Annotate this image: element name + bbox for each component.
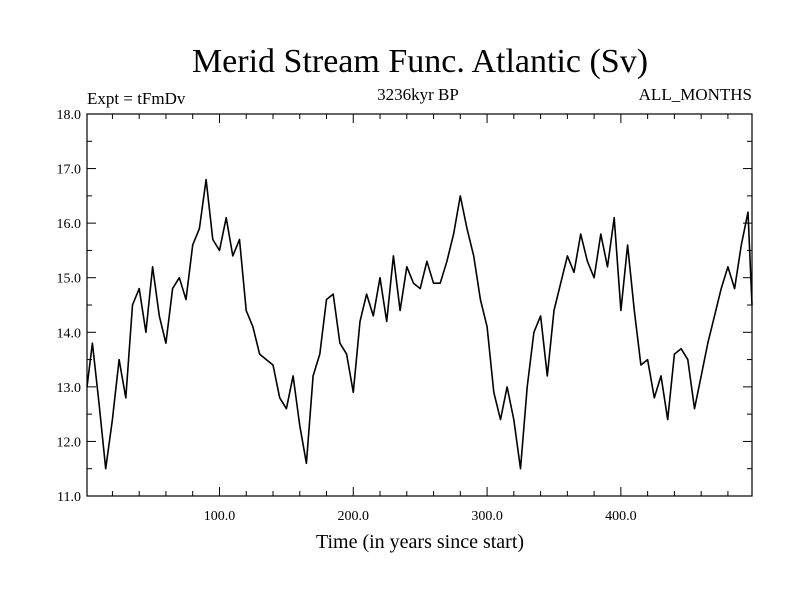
series-line [86, 178, 753, 470]
y-tick-label: 16.0 [57, 217, 82, 232]
y-axis: 11.0 12.0 13.0 14.0 15.0 16.0 17.0 18.0 [57, 108, 752, 505]
x-axis-label: Time (in years since start) [316, 531, 524, 553]
period-label: 3236kyr BP [377, 85, 459, 104]
x-axis: 100.0 200.0 300.0 400.0 [111, 114, 729, 524]
y-tick-label: 18.0 [57, 108, 82, 123]
y-tick-label: 12.0 [57, 435, 82, 450]
x-tick-label: 300.0 [471, 509, 503, 524]
months-label: ALL_MONTHS [639, 85, 752, 104]
y-tick-label: 15.0 [57, 272, 82, 287]
series-layer [86, 178, 753, 470]
y-tick-label: 11.0 [57, 490, 81, 505]
x-tick-label: 200.0 [338, 509, 370, 524]
x-tick-label: 100.0 [204, 509, 236, 524]
plot-frame [86, 113, 753, 497]
y-tick-label: 17.0 [57, 163, 82, 178]
chart-title: Merid Stream Func. Atlantic (Sv) [192, 43, 648, 80]
y-tick-label: 14.0 [57, 326, 82, 341]
experiment-label: Expt = tFmDv [87, 89, 186, 108]
y-tick-label: 13.0 [57, 381, 82, 396]
x-tick-label: 400.0 [605, 509, 637, 524]
